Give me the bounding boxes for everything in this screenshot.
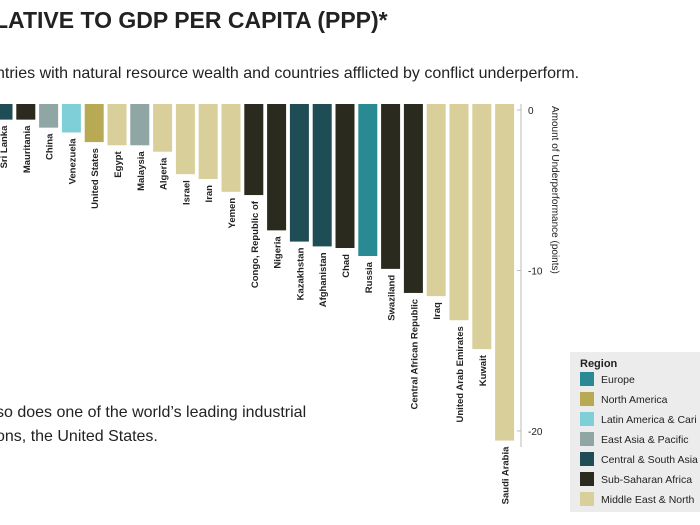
bar xyxy=(0,104,13,120)
x-tick-label: Swaziland xyxy=(387,275,398,321)
legend-swatch xyxy=(580,392,594,406)
legend-label: Sub-Saharan Africa xyxy=(601,474,692,486)
x-tick-label: Egypt xyxy=(113,150,124,177)
x-tick-label: United States xyxy=(90,148,101,209)
x-tick-label: United Arab Emirates xyxy=(455,326,466,422)
legend-swatch xyxy=(580,452,594,466)
bar xyxy=(267,104,287,231)
bar xyxy=(312,104,332,247)
x-tick-label: Mauritania xyxy=(22,125,33,173)
legend-label: Latin America & Cari xyxy=(601,414,697,426)
bar xyxy=(472,104,492,350)
x-tick-label: Sri Lanka xyxy=(0,125,10,168)
bar xyxy=(289,104,309,242)
y-tick-label: -20 xyxy=(528,427,543,438)
annotation: so does one of the world’s leading indus… xyxy=(0,404,306,421)
bar xyxy=(39,104,59,128)
bar xyxy=(244,104,264,196)
bar xyxy=(449,104,469,321)
bar xyxy=(61,104,81,133)
legend-swatch xyxy=(580,432,594,446)
x-tick-label: Congo, Republic of xyxy=(250,200,261,288)
bar xyxy=(107,104,127,146)
annotation: ons, the United States. xyxy=(0,428,158,445)
bar xyxy=(84,104,104,143)
bar xyxy=(495,104,515,441)
bar xyxy=(381,104,401,269)
bar xyxy=(16,104,36,120)
legend-label: Central & South Asia xyxy=(601,454,698,466)
chart-subtitle: ntries with natural resource wealth and … xyxy=(0,65,579,82)
legend-swatch xyxy=(580,372,594,386)
legend-label: Europe xyxy=(601,374,635,386)
x-tick-label: Russia xyxy=(364,261,375,293)
bar xyxy=(175,104,195,175)
x-tick-label: Yemen xyxy=(227,198,238,229)
x-tick-label: Nigeria xyxy=(273,236,284,269)
x-tick-label: Venezuela xyxy=(67,138,78,185)
y-axis-title: Amount of Underperformance (points) xyxy=(549,106,560,274)
x-tick-label: Kazakhstan xyxy=(295,247,306,300)
y-tick-label: 0 xyxy=(528,106,534,117)
legend-label: North America xyxy=(601,394,668,406)
x-tick-label: Algeria xyxy=(159,157,170,190)
bar xyxy=(335,104,355,249)
x-tick-label: Iran xyxy=(204,185,215,203)
legend-swatch xyxy=(580,492,594,506)
x-tick-label: Saudi Arabia xyxy=(501,446,512,504)
bar xyxy=(153,104,173,152)
x-tick-label: Israel xyxy=(181,180,192,205)
legend-label: Middle East & North xyxy=(601,494,695,506)
x-tick-label: Chad xyxy=(341,254,352,278)
bar xyxy=(358,104,378,257)
chart-title: LATIVE TO GDP PER CAPITA (PPP)* xyxy=(0,7,388,33)
x-tick-label: Kuwait xyxy=(478,354,489,386)
x-tick-label: Afghanistan xyxy=(318,252,329,307)
legend-title: Region xyxy=(580,358,618,370)
legend-swatch xyxy=(580,472,594,486)
bar xyxy=(198,104,218,180)
y-tick-label: -10 xyxy=(528,266,543,277)
bar xyxy=(221,104,241,192)
bar xyxy=(403,104,423,293)
bar xyxy=(426,104,446,297)
legend-label: East Asia & Pacific xyxy=(601,434,689,446)
bar xyxy=(130,104,150,146)
x-tick-label: Iraq xyxy=(432,302,443,320)
x-tick-label: China xyxy=(45,133,56,160)
legend-swatch xyxy=(580,412,594,426)
x-tick-label: Central African Republic xyxy=(409,299,420,410)
x-tick-label: Malaysia xyxy=(136,151,147,191)
